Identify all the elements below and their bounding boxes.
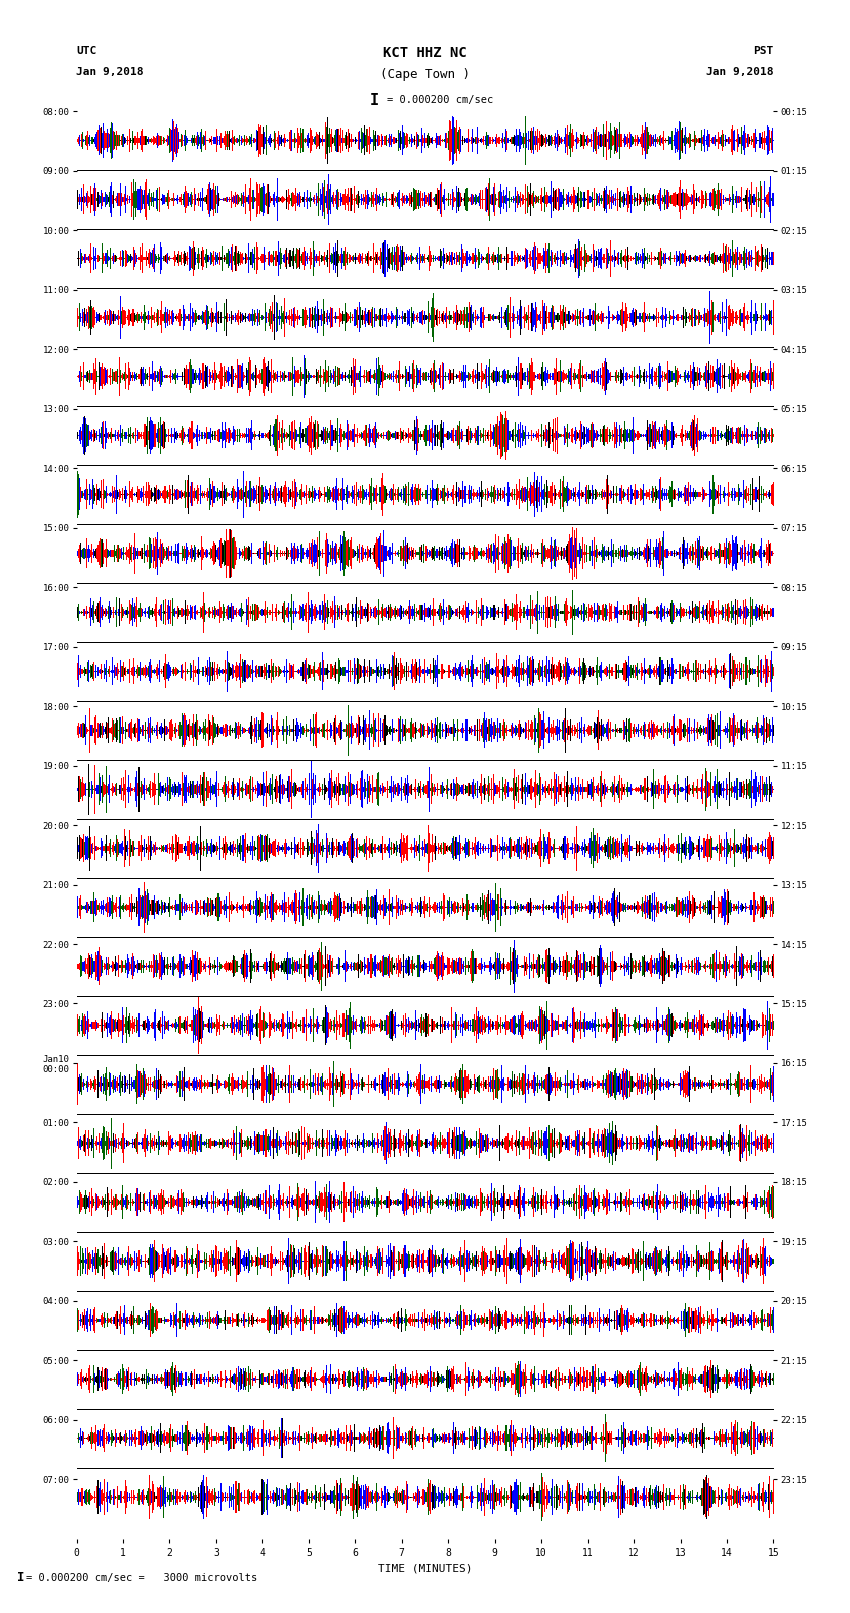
Text: (Cape Town ): (Cape Town ) (380, 68, 470, 81)
Text: KCT HHZ NC: KCT HHZ NC (383, 45, 467, 60)
Text: I: I (370, 92, 378, 108)
Text: Jan 9,2018: Jan 9,2018 (706, 68, 774, 77)
X-axis label: TIME (MINUTES): TIME (MINUTES) (377, 1563, 473, 1573)
Text: UTC: UTC (76, 47, 97, 56)
Text: = 0.000200 cm/sec =   3000 microvolts: = 0.000200 cm/sec = 3000 microvolts (26, 1573, 257, 1582)
Text: = 0.000200 cm/sec: = 0.000200 cm/sec (387, 95, 493, 105)
Text: PST: PST (753, 47, 774, 56)
Text: Jan 9,2018: Jan 9,2018 (76, 68, 144, 77)
Text: I: I (17, 1571, 25, 1584)
